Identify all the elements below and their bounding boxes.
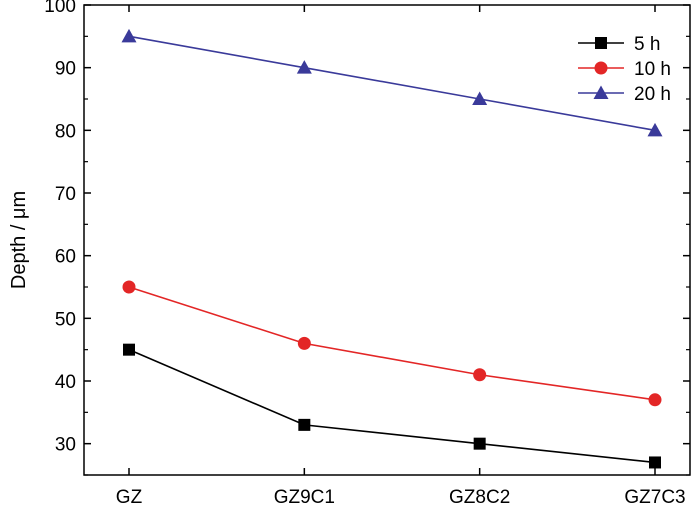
- x-tick-label: GZ7C3: [624, 487, 685, 508]
- data-point: [123, 343, 135, 356]
- series-3: [121, 28, 663, 137]
- axes: [83, 4, 691, 476]
- legend-label: 20 h: [634, 84, 671, 105]
- y-tick-label: 60: [55, 247, 76, 268]
- x-tick-label: GZ9C1: [274, 487, 335, 508]
- data-point: [648, 393, 662, 407]
- data-point: [122, 280, 136, 294]
- series-layer: [121, 28, 663, 469]
- data-point: [473, 437, 486, 450]
- y-tick-label: 90: [55, 59, 76, 80]
- y-tick-label: 50: [55, 309, 76, 330]
- x-tick-label: GZ8C2: [449, 487, 510, 508]
- data-point: [297, 336, 311, 350]
- data-point: [296, 60, 312, 74]
- x-axis-ticks: GZ GZ9C1 GZ8C2 GZ7C3: [116, 5, 686, 508]
- legend-label: 10 h: [634, 59, 671, 80]
- data-point: [298, 418, 311, 431]
- series-2: [122, 280, 662, 407]
- legend-item: 10 h: [578, 59, 671, 80]
- data-point: [647, 122, 663, 137]
- legend-marker: [593, 85, 609, 99]
- y-tick-label: 40: [55, 372, 76, 393]
- y-tick-label: 80: [55, 121, 76, 142]
- plot-frame: [83, 4, 691, 476]
- series-line: [128, 348, 656, 464]
- series-1: [123, 343, 661, 469]
- y-axis-title: Depth / μm: [8, 191, 30, 289]
- data-point: [472, 91, 488, 105]
- data-point: [473, 368, 487, 382]
- legend: 5 h 10 h 20 h: [578, 34, 671, 105]
- legend-label: 5 h: [634, 34, 660, 55]
- legend-item: 5 h: [578, 34, 660, 55]
- data-point: [121, 28, 137, 43]
- y-axis-ticks: 30 40 50 60 70 80 90 100: [44, 0, 690, 476]
- legend-marker: [594, 61, 608, 75]
- data-point: [649, 456, 661, 469]
- legend-item: 20 h: [578, 84, 671, 105]
- legend-marker: [595, 37, 607, 49]
- series-line: [128, 35, 656, 132]
- y-tick-label: 70: [55, 184, 76, 205]
- series-line: [128, 286, 656, 401]
- y-tick-label: 100: [44, 0, 76, 17]
- y-tick-label: 30: [55, 435, 76, 456]
- x-tick-label: GZ: [116, 487, 143, 508]
